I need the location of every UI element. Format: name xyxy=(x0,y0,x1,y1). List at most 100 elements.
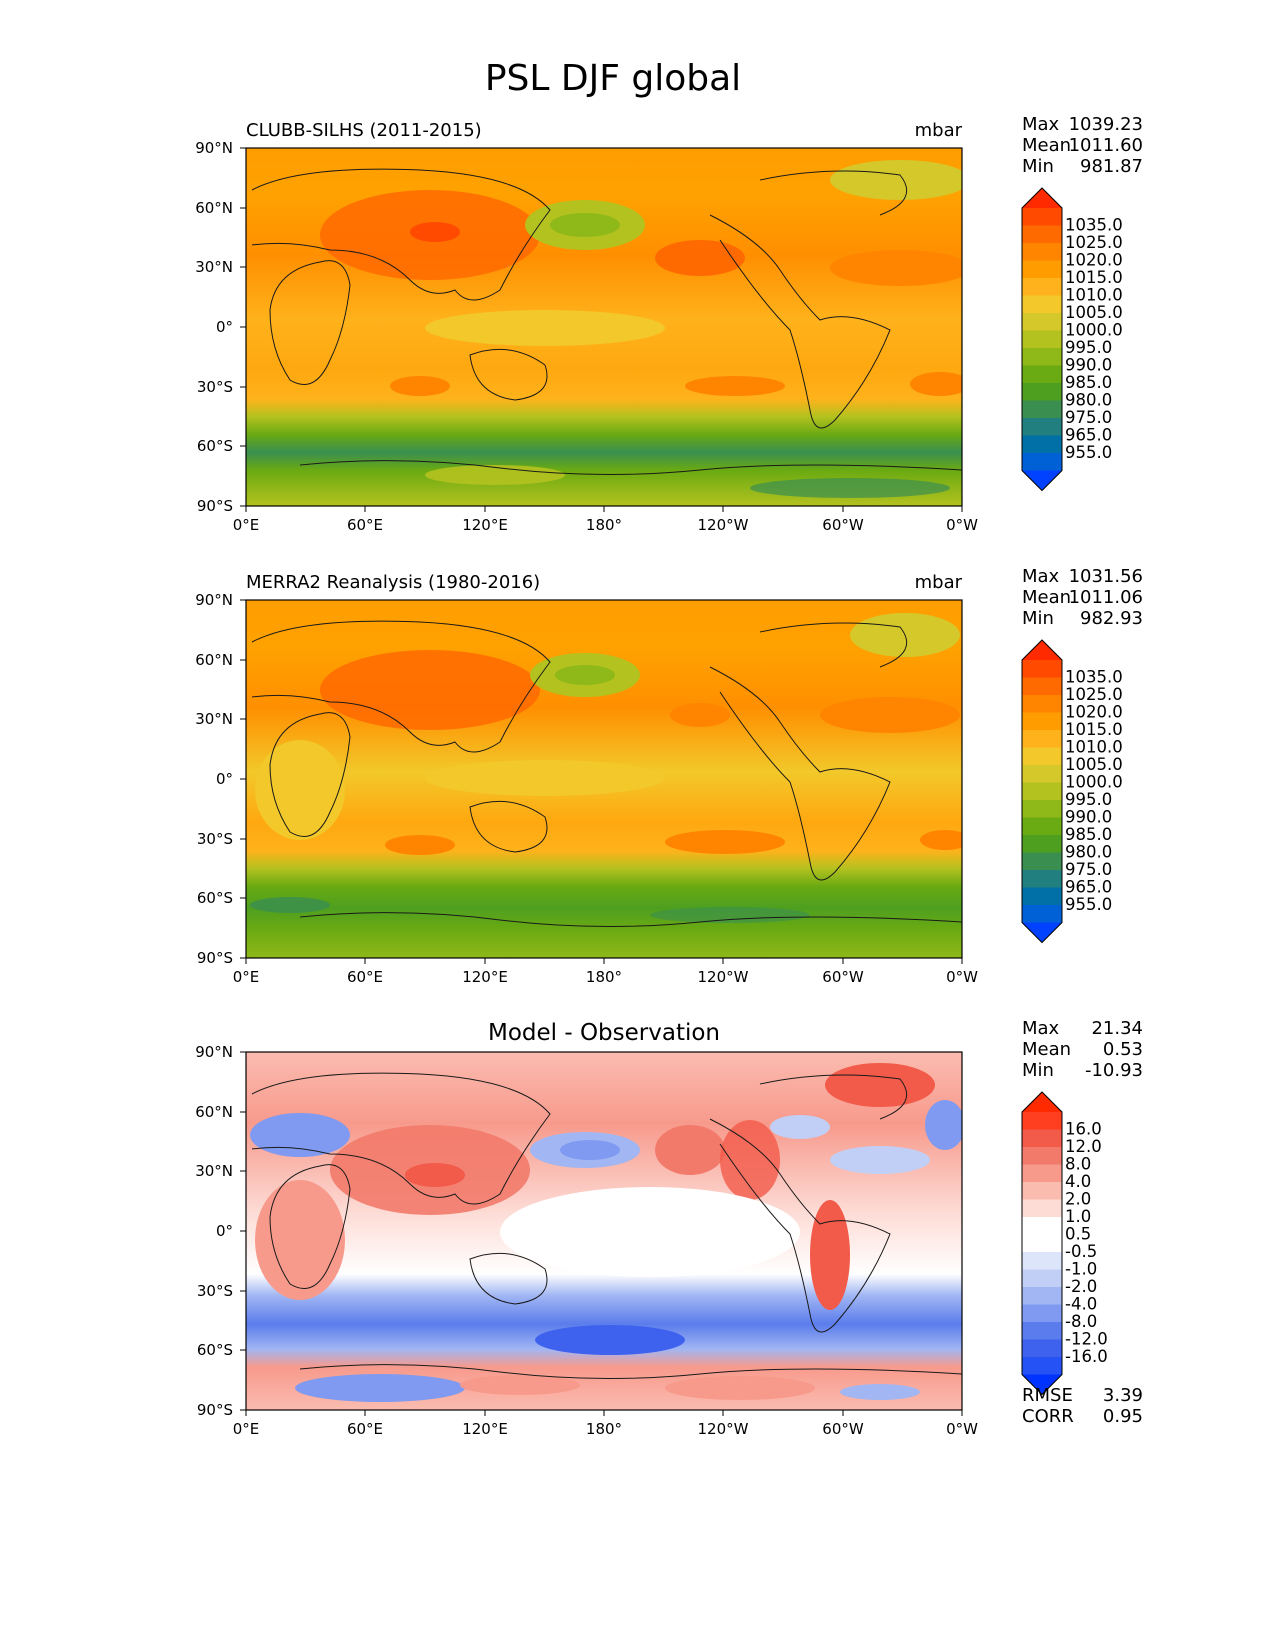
map-field xyxy=(246,600,962,958)
colorbar-outline xyxy=(1021,187,1063,492)
colorbar-swatch xyxy=(1022,278,1062,296)
colorbar-tick-label: 980.0 xyxy=(1065,843,1112,862)
colorbar-extend-max xyxy=(1022,1092,1062,1112)
stat-label: CORR xyxy=(1022,1406,1074,1427)
colorbar: 1035.01025.01020.01015.01010.01005.01000… xyxy=(1021,187,1123,492)
colorbar-tick-label: 955.0 xyxy=(1065,443,1112,462)
colorbar-tick-label: -4.0 xyxy=(1065,1295,1097,1314)
lon-tick-label: 0°E xyxy=(233,516,260,534)
colorbar-tick-label: 965.0 xyxy=(1065,426,1112,445)
lat-axis: 90°N 60°N 30°N 0° 30°S 60°S 90°S xyxy=(195,1043,246,1419)
colorbar-swatch xyxy=(1022,695,1062,713)
panel-units: mbar xyxy=(915,120,963,141)
colorbar-swatch xyxy=(1022,1287,1062,1305)
colorbar-tick-label: 955.0 xyxy=(1065,895,1112,914)
stat-label: Min xyxy=(1022,1060,1054,1081)
colorbar-swatch xyxy=(1022,1217,1062,1235)
colorbar-tick-label: 990.0 xyxy=(1065,356,1112,375)
colorbar-tick-label: 1005.0 xyxy=(1065,303,1123,322)
colorbar-swatch xyxy=(1022,1147,1062,1165)
colorbar-tick-label: 1020.0 xyxy=(1065,703,1123,722)
stat-value: 1031.56 xyxy=(1069,566,1143,587)
colorbar-swatch xyxy=(1022,435,1062,454)
lat-tick-label: 30°S xyxy=(197,1282,233,1300)
colorbar-tick-label: 1015.0 xyxy=(1065,720,1123,739)
colorbar-swatch xyxy=(1022,817,1062,836)
lon-tick-label: 120°E xyxy=(462,516,508,534)
colorbar-swatch xyxy=(1022,905,1062,923)
stat-label: Mean xyxy=(1022,587,1071,608)
panel-difference: Model - Observation xyxy=(195,1018,1143,1438)
lat-tick-label: 0° xyxy=(216,1222,233,1240)
colorbar-swatch xyxy=(1022,1322,1062,1340)
stats-block: Max 21.34 Mean 0.53 Min -10.93 xyxy=(1022,1018,1143,1081)
colorbar-tick-label: 965.0 xyxy=(1065,878,1112,897)
colorbar-swatch xyxy=(1022,852,1062,871)
lon-tick-label: 120°E xyxy=(462,1420,508,1438)
colorbar-tick-label: 1000.0 xyxy=(1065,321,1123,340)
lon-tick-label: 120°W xyxy=(698,1420,749,1438)
lat-tick-label: 60°S xyxy=(197,1341,233,1359)
colorbar-outline xyxy=(1021,1091,1063,1396)
stat-label: Mean xyxy=(1022,135,1071,156)
lat-tick-label: 90°S xyxy=(197,1401,233,1419)
stat-value: 1011.60 xyxy=(1069,135,1143,156)
lon-tick-label: 60°E xyxy=(347,516,383,534)
colorbar-swatch xyxy=(1022,225,1062,244)
lat-tick-label: 90°S xyxy=(197,497,233,515)
colorbar-tick-label: 1010.0 xyxy=(1065,738,1123,757)
colorbar-tick-label: 2.0 xyxy=(1065,1190,1091,1209)
lon-tick-label: 60°W xyxy=(822,968,864,986)
map-field xyxy=(246,148,962,506)
lat-tick-label: 30°S xyxy=(197,830,233,848)
lat-tick-label: 30°N xyxy=(195,710,233,728)
lon-tick-label: 180° xyxy=(586,968,622,986)
lon-tick-label: 60°E xyxy=(347,1420,383,1438)
colorbar-extend-min xyxy=(1022,922,1062,943)
colorbar-tick-label: -12.0 xyxy=(1065,1330,1108,1349)
colorbar-extend-max xyxy=(1022,640,1062,660)
colorbar-swatch xyxy=(1022,383,1062,401)
colorbar-extend-max xyxy=(1022,188,1062,208)
stat-value: 981.87 xyxy=(1080,156,1143,177)
lat-tick-label: 60°N xyxy=(195,199,233,217)
colorbar-tick-label: 4.0 xyxy=(1065,1172,1091,1191)
colorbar-tick-label: 0.5 xyxy=(1065,1225,1091,1244)
colorbar-swatch xyxy=(1022,453,1062,471)
colorbar-swatch xyxy=(1022,260,1062,279)
colorbar-tick-label: 1035.0 xyxy=(1065,216,1123,235)
stat-label: Max xyxy=(1022,114,1060,135)
colorbar-swatch xyxy=(1022,1164,1062,1183)
colorbar-swatch xyxy=(1022,1269,1062,1288)
colorbar-tick-label: 990.0 xyxy=(1065,808,1112,827)
panel-model: CLUBB-SILHS (2011-2015) mbar xyxy=(195,114,1143,534)
colorbar-swatch xyxy=(1022,887,1062,906)
lat-tick-label: 90°S xyxy=(197,949,233,967)
colorbar-tick-label: 985.0 xyxy=(1065,825,1112,844)
lon-tick-label: 120°E xyxy=(462,968,508,986)
lon-tick-label: 0°W xyxy=(946,516,978,534)
stat-value: 21.34 xyxy=(1091,1018,1143,1039)
colorbar-swatch xyxy=(1022,1252,1062,1270)
lat-tick-label: 60°S xyxy=(197,889,233,907)
colorbar-tick-label: 1000.0 xyxy=(1065,773,1123,792)
colorbar-tick-label: -8.0 xyxy=(1065,1312,1097,1331)
coastlines xyxy=(251,620,962,928)
skill-stats: RMSE 3.39 CORR 0.95 xyxy=(1022,1385,1143,1427)
stats-block: Max 1039.23 Mean 1011.60 Min 981.87 xyxy=(1022,114,1143,177)
colorbar-tick-label: 1005.0 xyxy=(1065,755,1123,774)
panel-left-title: MERRA2 Reanalysis (1980-2016) xyxy=(246,572,540,593)
lat-tick-label: 90°N xyxy=(195,1043,233,1061)
lat-tick-label: 30°S xyxy=(197,378,233,396)
colorbar-tick-label: 1015.0 xyxy=(1065,268,1123,287)
stat-label: Min xyxy=(1022,156,1054,177)
lon-axis: 0°E 60°E 120°E 180° 120°W 60°W 0°W xyxy=(233,506,978,534)
panel-units: mbar xyxy=(915,572,963,593)
colorbar-tick-label: -0.5 xyxy=(1065,1242,1097,1261)
colorbar-swatch xyxy=(1022,1112,1062,1130)
colorbar-swatch xyxy=(1022,1182,1062,1200)
colorbar-swatch xyxy=(1022,295,1062,314)
stat-value: 0.95 xyxy=(1103,1406,1143,1427)
colorbar-tick-label: 1025.0 xyxy=(1065,233,1123,252)
